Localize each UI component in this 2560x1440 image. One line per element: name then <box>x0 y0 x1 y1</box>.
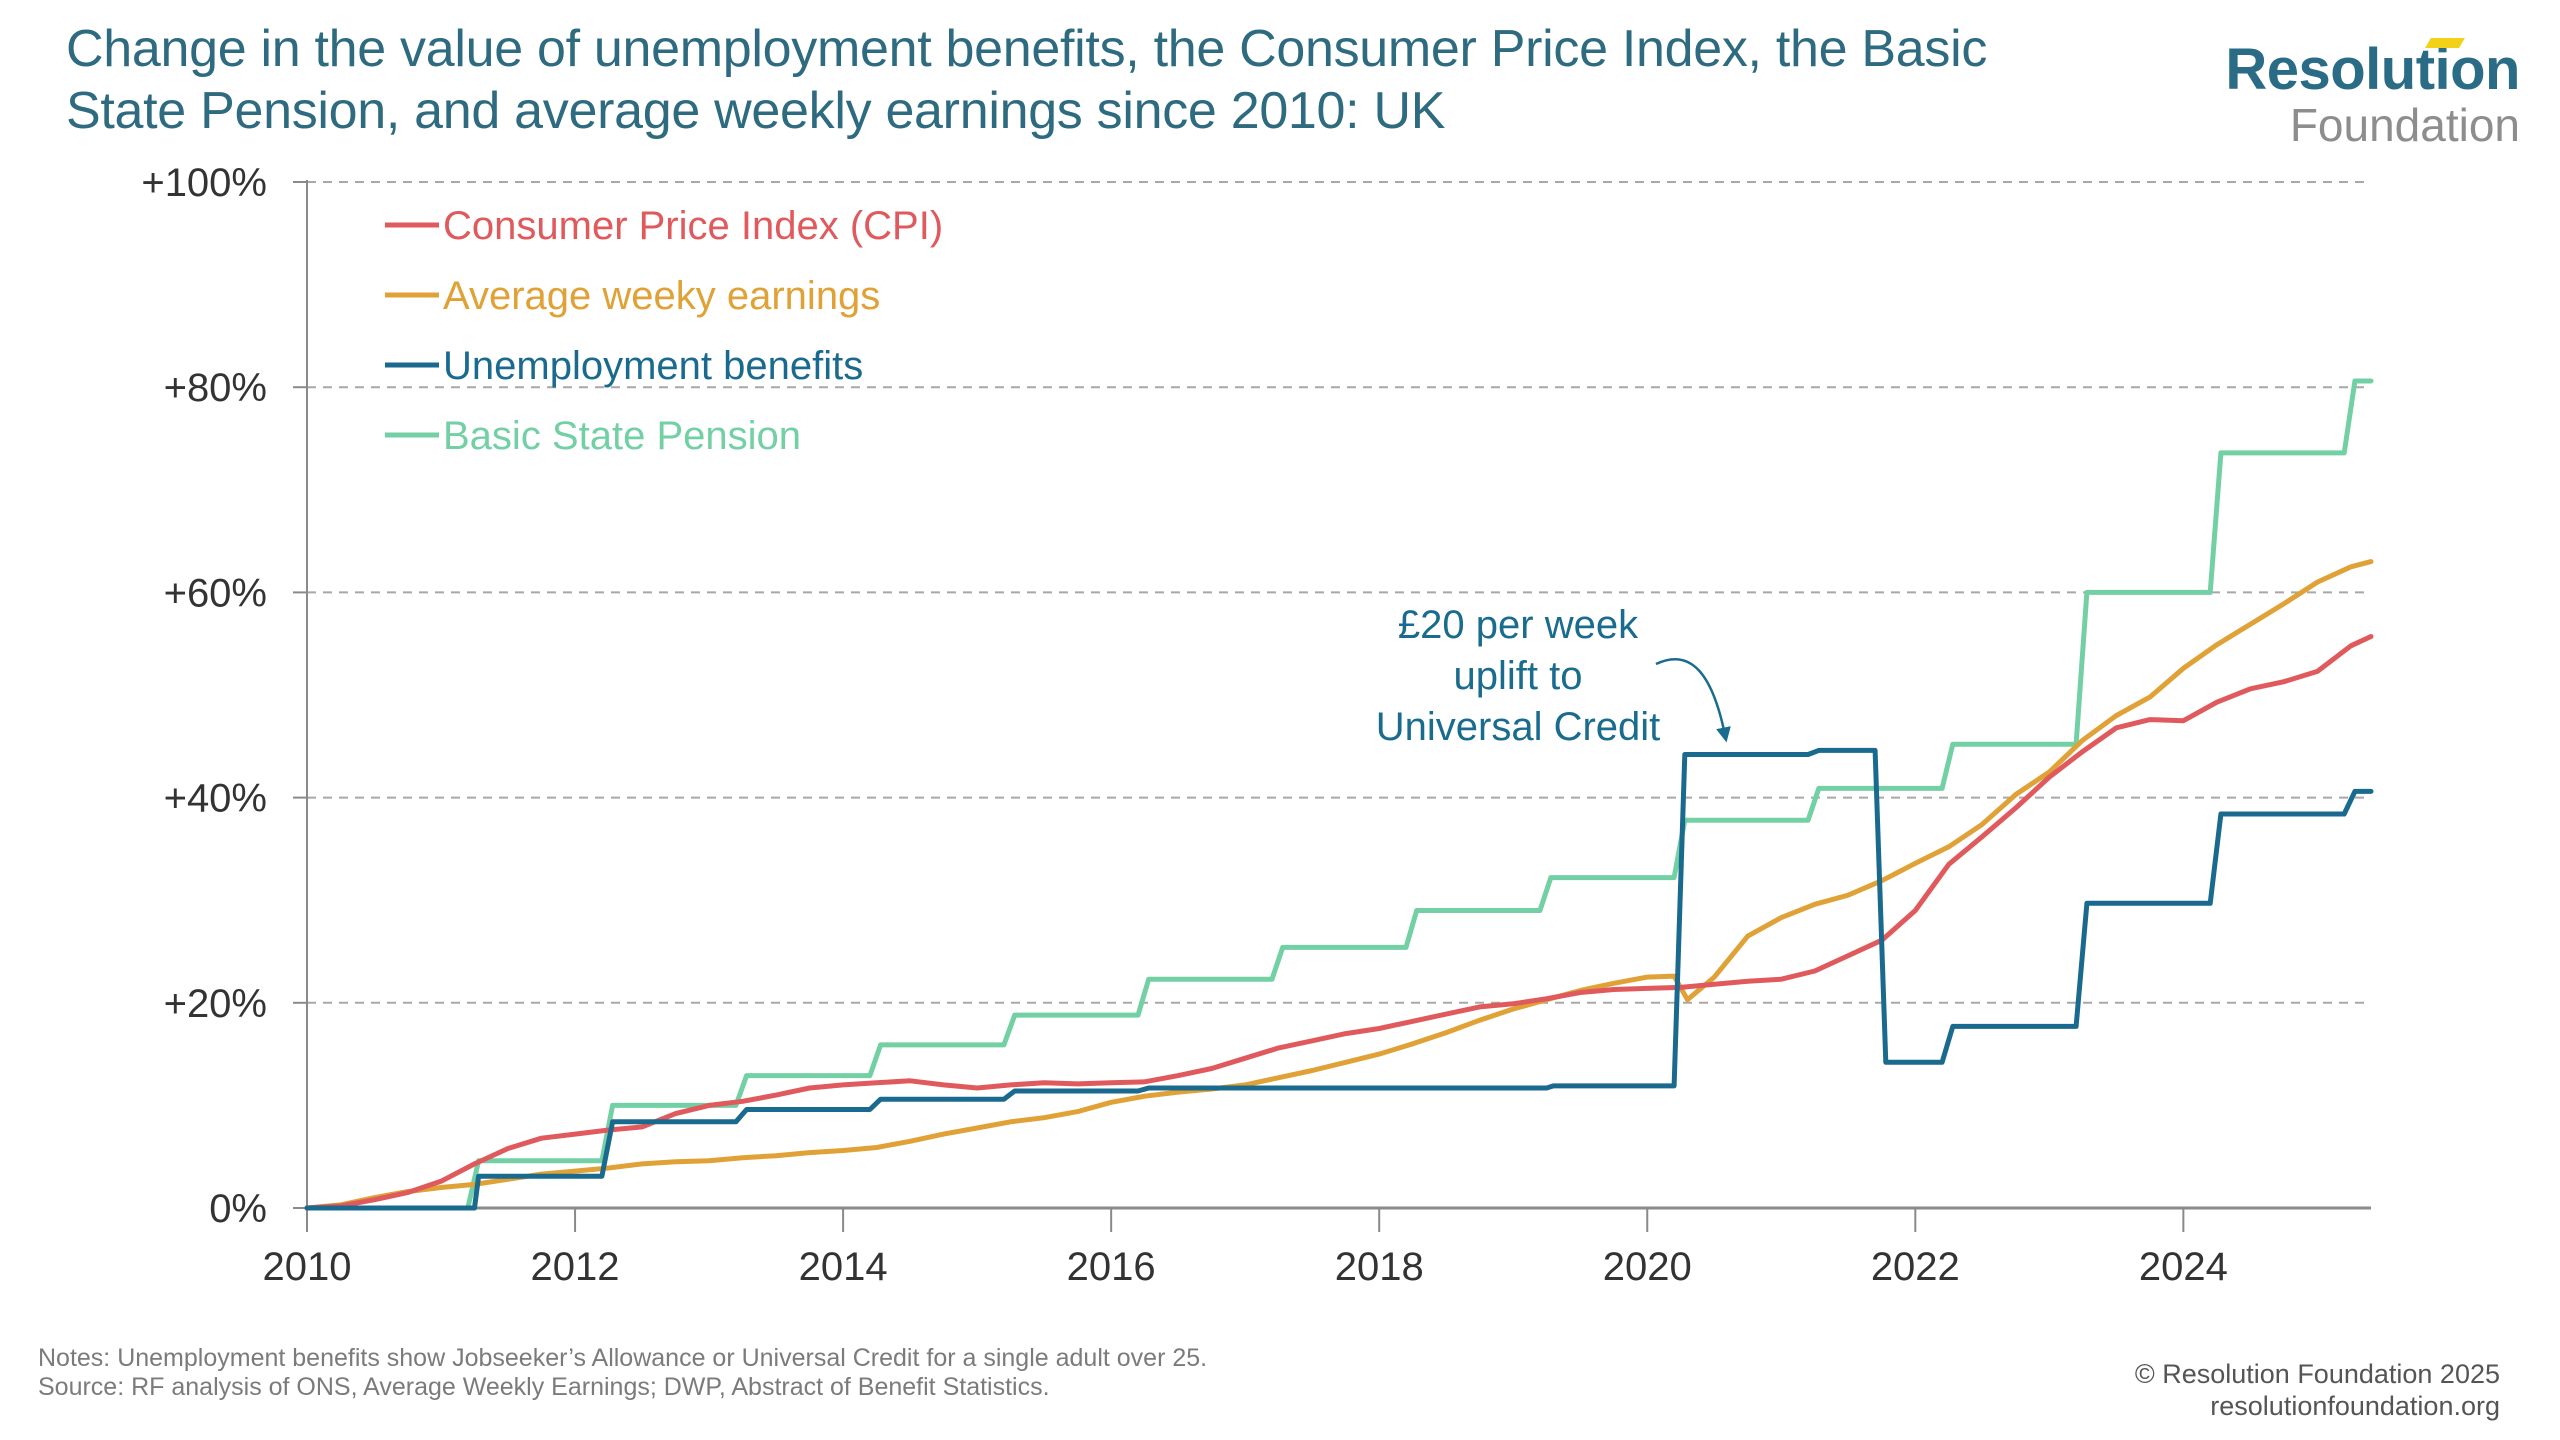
resolution-foundation-logo: Resolution Foundation <box>2225 37 2520 151</box>
series-line-average-weeky-earnings <box>304 559 2374 1211</box>
x-tick-label: 2020 <box>1603 1245 1692 1289</box>
series-lines <box>304 378 2374 1211</box>
annotation-arrow-icon <box>1655 658 1731 743</box>
axes <box>306 180 2371 1210</box>
y-tick-label: +20% <box>164 982 267 1026</box>
legend-label-unemployment-benefits: Unemployment benefits <box>443 344 863 388</box>
footer-copyright: © Resolution Foundation 2025 resolutionf… <box>2135 1358 2500 1422</box>
x-tick-label: 2010 <box>263 1245 352 1289</box>
x-axis-ticks: 2010 2012 2014 2016 2018 2020 2022 2024 <box>263 1208 2228 1289</box>
annotation-text-line: uplift to <box>1454 654 1583 698</box>
x-tick-label: 2024 <box>2139 1245 2228 1289</box>
y-tick-label: +80% <box>164 366 267 410</box>
x-tick-label: 2022 <box>1871 1245 1960 1289</box>
annotation-text-line: Universal Credit <box>1376 705 1661 749</box>
y-tick-label: +60% <box>164 571 267 615</box>
legend-label-consumer-price-index-cpi: Consumer Price Index (CPI) <box>443 204 943 248</box>
website-link[interactable]: resolutionfoundation.org <box>2210 1391 2500 1421</box>
x-tick-label: 2016 <box>1067 1245 1156 1289</box>
logo-wordmark-top: Resolution <box>2225 37 2520 102</box>
y-tick-label: +40% <box>164 777 267 821</box>
legend-label-basic-state-pension: Basic State Pension <box>443 414 801 458</box>
legend-label-average-weeky-earnings: Average weeky earnings <box>443 274 880 318</box>
y-axis-ticks: 0% +20% +40% +60% +80% +100% <box>141 161 307 1231</box>
source-text: Source: RF analysis of ONS, Average Week… <box>38 1373 1050 1401</box>
logo-top-text: Resolution <box>2225 37 2520 102</box>
y-tick-label: +100% <box>141 161 267 205</box>
x-tick-label: 2012 <box>531 1245 620 1289</box>
chart-title: Change in the value of unemployment bene… <box>66 20 1988 140</box>
annotation-text-line: £20 per week <box>1398 603 1639 647</box>
x-tick-label: 2018 <box>1335 1245 1424 1289</box>
x-tick-label: 2014 <box>799 1245 888 1289</box>
copyright-text: © Resolution Foundation 2025 <box>2134 1359 2500 1389</box>
series-line-basic-state-pension <box>304 378 2374 1211</box>
y-tick-label: 0% <box>209 1187 267 1231</box>
uplift-annotation: £20 per week uplift to Universal Credit <box>1376 603 1731 749</box>
footer-notes: Notes: Unemployment benefits show Jobsee… <box>38 1344 1207 1402</box>
logo-wordmark-bottom: Foundation <box>2289 99 2520 151</box>
legend: Consumer Price Index (CPI) Average weeky … <box>385 204 943 458</box>
notes-text: Notes: Unemployment benefits show Jobsee… <box>38 1344 1208 1372</box>
series-line-unemployment-benefits <box>304 747 2374 1211</box>
